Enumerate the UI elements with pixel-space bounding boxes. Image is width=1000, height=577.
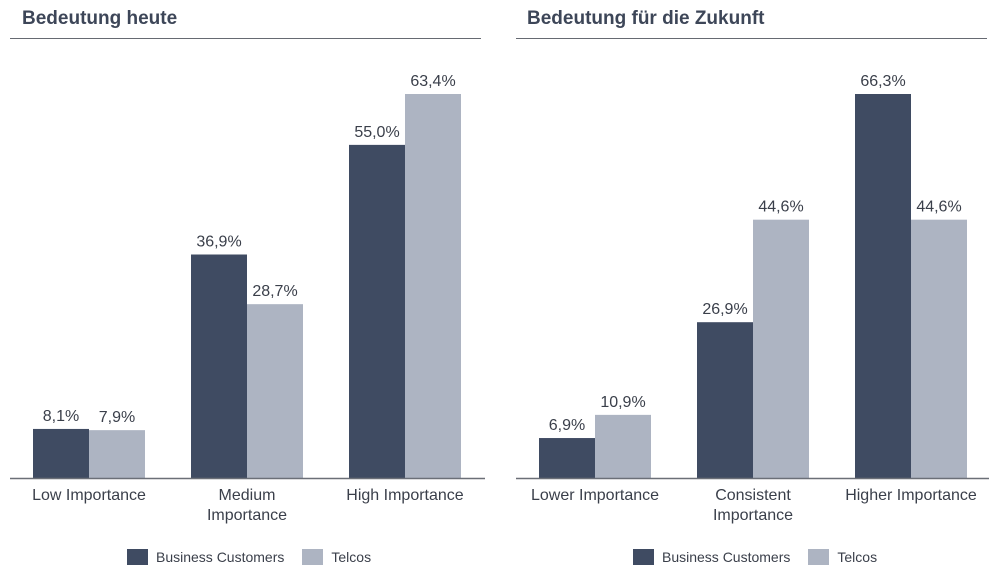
legend-swatch-telcos [302,549,324,565]
x-tick-label: Low Importance [32,487,146,504]
data-label: 55,0% [354,124,399,141]
data-label: 63,4% [410,73,455,90]
legend-swatch-business [127,549,148,565]
bar-business-0 [33,428,89,478]
bar-telcos-0 [595,414,651,478]
legend-future: Business Customers Telcos [633,549,895,565]
bar-telcos-0 [89,430,145,478]
legend-item-telcos: Telcos [808,549,877,565]
data-label: 28,7% [252,283,297,300]
bar-telcos-1 [753,219,809,478]
legend-item-telcos: Telcos [302,549,371,565]
bar-business-1 [191,254,247,478]
legend-label-business: Business Customers [662,549,791,565]
data-label: 36,9% [196,234,241,251]
legend-item-business: Business Customers [127,549,284,565]
data-label: 44,6% [758,199,803,216]
legend-swatch-telcos [808,549,830,565]
title-rule-future [516,38,987,39]
chart-title-today: Bedeutung heute [22,8,178,29]
legend-item-business: Business Customers [633,549,790,565]
x-tick-label: Importance [207,507,287,524]
chart-title-future: Bedeutung für die Zukunft [527,8,765,29]
bar-business-2 [855,94,911,478]
bar-business-0 [539,438,595,478]
data-label: 6,9% [549,417,585,434]
legend-label-telcos: Telcos [331,549,372,565]
data-label: 66,3% [860,73,905,90]
bar-telcos-1 [247,304,303,478]
legend-label-business: Business Customers [156,549,285,565]
data-label: 26,9% [702,301,747,318]
x-tick-label: Lower Importance [531,487,659,504]
x-tick-label: Higher Importance [845,487,977,504]
data-label: 10,9% [600,394,645,411]
x-tick-label: Medium [219,487,276,504]
data-label: 8,1% [43,408,79,425]
legend-swatch-business [633,549,654,565]
x-tick-label: Importance [713,507,793,524]
bar-telcos-2 [405,94,461,478]
bar-business-2 [349,144,405,479]
data-label: 44,6% [916,199,961,216]
legend-today: Business Customers Telcos [127,549,389,565]
data-label: 7,9% [99,409,135,426]
legend-label-telcos: Telcos [837,549,878,565]
x-tick-label: Consistent [715,487,791,504]
bar-telcos-2 [911,219,967,478]
x-tick-label: High Importance [346,487,463,504]
title-rule-today [10,38,481,39]
bar-business-1 [697,322,753,478]
